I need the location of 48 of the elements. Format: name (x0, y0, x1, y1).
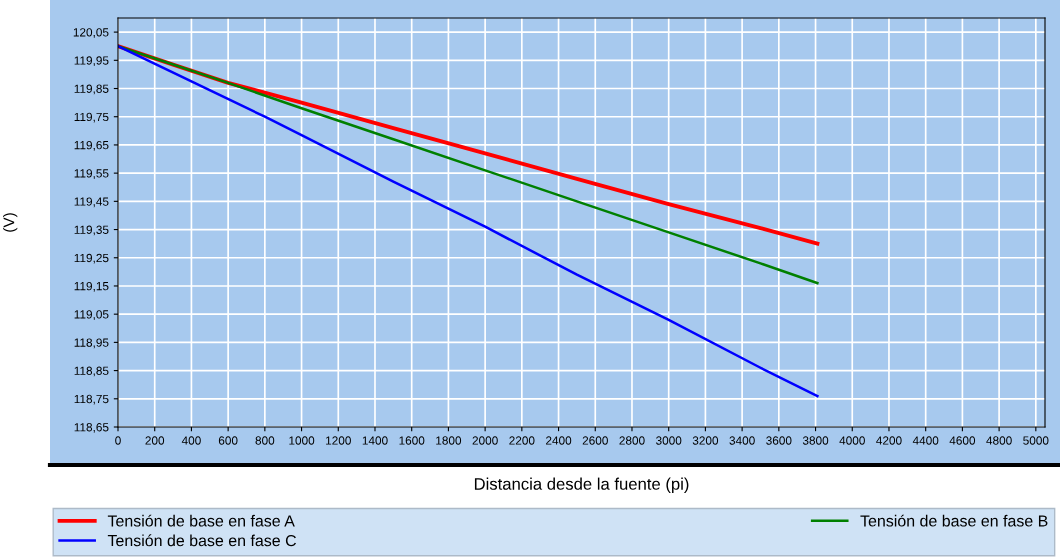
legend-label: Tensión de base en fase B (860, 514, 1048, 527)
legend-label: Tensión de base en fase A (107, 514, 295, 527)
x-tick-label: 2400 (546, 436, 572, 445)
x-tick-label: 1200 (326, 436, 351, 445)
x-tick-label: 800 (255, 436, 275, 445)
line-series (118, 44, 819, 398)
x-tick-label: 2000 (472, 436, 498, 445)
y-tick-label: 118,75 (74, 394, 109, 405)
x-tick-label: 3600 (766, 436, 792, 445)
y-tick-label: 118,65 (74, 423, 109, 433)
x-tick-label: 0 (115, 436, 121, 445)
x-tick-label: 2200 (509, 436, 535, 445)
x-tick-label: 4200 (876, 436, 902, 445)
x-tick-label: 1800 (436, 436, 462, 445)
x-tick-label: 200 (145, 436, 165, 445)
x-tick-label: 3000 (656, 436, 682, 445)
y-tick-label: 119,35 (74, 225, 109, 236)
x-tick-label: 4400 (912, 436, 939, 445)
x-tick-label: 600 (218, 436, 238, 445)
x-tick-label: 1400 (362, 436, 388, 445)
y-tick-label: 119,85 (74, 84, 109, 95)
y-tick-label: 119,55 (74, 169, 109, 179)
y-tick-label: 119,65 (74, 140, 109, 151)
y-tick-label: 118,95 (74, 338, 109, 349)
x-tick-label: 3800 (802, 436, 829, 445)
y-tick-label: 119,25 (74, 253, 109, 264)
x-tick-label: 3200 (692, 436, 719, 445)
x-tick-label: 2800 (619, 436, 645, 445)
y-tick-label: 119,15 (74, 282, 109, 292)
y-tick-label: 118,85 (74, 366, 109, 377)
x-tick-label: 4800 (986, 436, 1012, 445)
y-tick-label: 119,45 (74, 197, 109, 208)
x-tick-label: 400 (181, 436, 201, 445)
x-tick-label: 1000 (289, 436, 315, 445)
line-series (118, 44, 819, 285)
x-tick-label: 1600 (399, 436, 425, 445)
x-axis-title: Distancia desde la fuente (pi) (474, 477, 689, 494)
x-tick-label: 2600 (582, 436, 608, 445)
y-tick-label: 119,75 (74, 112, 109, 123)
y-tick-label: 119,95 (74, 56, 109, 67)
x-tick-label: 4000 (839, 436, 865, 445)
x-tick-label: 5000 (1023, 436, 1049, 445)
y-tick-label: 119,05 (74, 310, 109, 320)
y-axis-title: (V) (3, 213, 18, 232)
y-tick-label: 120,05 (73, 28, 109, 38)
x-tick-label: 4600 (949, 436, 976, 445)
legend-label: Tensión de base en fase C (107, 534, 297, 547)
x-tick-label: 3400 (729, 436, 755, 445)
